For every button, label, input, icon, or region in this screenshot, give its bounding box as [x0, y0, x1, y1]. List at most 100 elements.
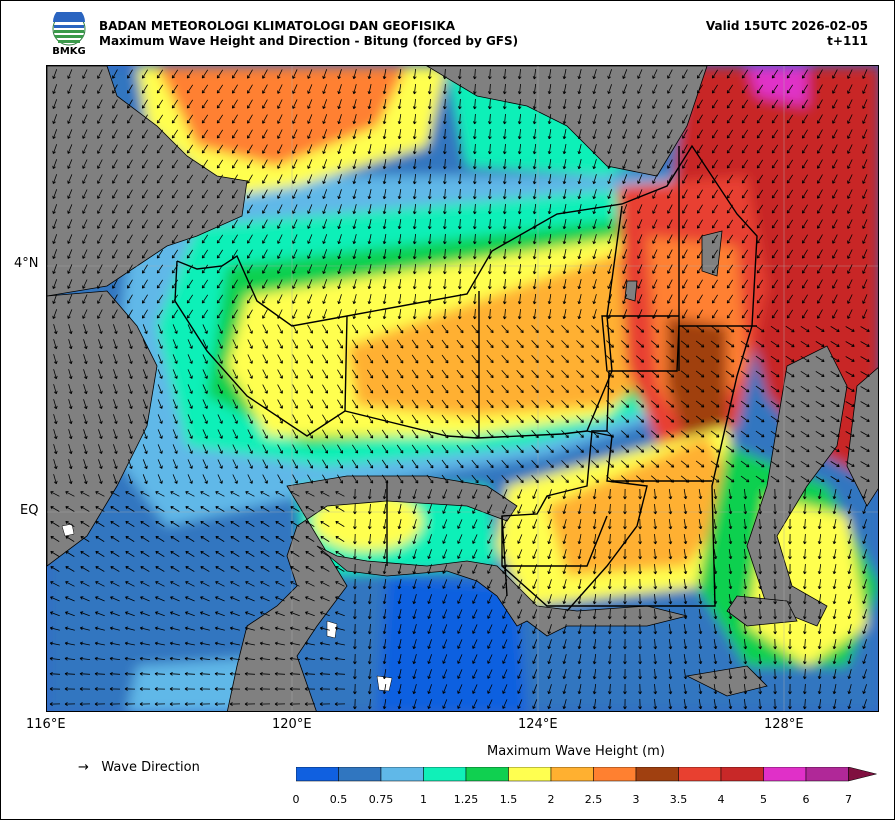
wave-arrow [832, 234, 838, 244]
wave-arrow [591, 475, 599, 483]
wave-arrow [726, 249, 734, 259]
wave-arrow [726, 84, 734, 94]
wave-arrow [442, 98, 447, 110]
wave-arrow [502, 83, 507, 95]
wave-arrow [142, 234, 148, 244]
wave-arrow [623, 548, 627, 560]
wave-arrow [502, 143, 507, 155]
wave-arrow [292, 474, 298, 484]
wave-arrow [97, 69, 103, 79]
wave-arrow [247, 264, 253, 274]
wave-arrow [367, 503, 372, 515]
wave-arrow [49, 702, 61, 706]
wave-arrow [830, 371, 840, 377]
wave-arrow [396, 339, 404, 349]
wave-arrow [112, 129, 118, 139]
wave-arrow [172, 399, 178, 409]
wave-arrow [412, 639, 417, 650]
wave-arrow [442, 564, 448, 574]
wave-arrow [169, 687, 181, 691]
wave-arrow [713, 669, 718, 680]
wave-arrow [817, 279, 823, 289]
wave-arrow [621, 460, 630, 468]
wave-arrow [802, 623, 807, 635]
wave-arrow [79, 687, 91, 691]
wave-arrow [307, 204, 313, 214]
wave-arrow [82, 294, 88, 304]
wave-arrow [532, 489, 538, 500]
wave-arrow [154, 626, 165, 631]
wave-arrow [817, 579, 822, 590]
wave-arrow [562, 69, 567, 80]
wave-arrow [351, 414, 359, 424]
wave-arrow [577, 249, 582, 260]
wave-arrow [532, 113, 537, 125]
wave-arrow [124, 687, 136, 691]
wave-arrow [397, 309, 402, 320]
wave-arrow [113, 399, 118, 410]
wave-arrow [307, 264, 313, 274]
wave-arrow [668, 488, 673, 500]
wave-arrow [305, 551, 315, 557]
wave-arrow [82, 129, 88, 139]
wave-arrow [142, 294, 148, 304]
wave-arrow [67, 309, 73, 319]
wave-arrow [472, 128, 477, 140]
wave-arrow [307, 99, 313, 109]
wave-arrow [607, 488, 612, 500]
wave-arrow [547, 69, 552, 80]
wave-arrow [397, 294, 402, 305]
wave-arrow [412, 579, 417, 590]
wave-arrow [426, 444, 434, 454]
wave-arrow [82, 249, 88, 259]
colorbar-segment [550, 766, 594, 782]
wave-arrow [397, 249, 402, 260]
wave-arrow [847, 84, 853, 94]
wave-arrow [771, 264, 779, 274]
wave-arrow [680, 385, 690, 393]
wave-arrow [79, 656, 91, 661]
wave-arrow [157, 399, 163, 409]
wave-arrow [171, 99, 179, 109]
wave-arrow [49, 611, 60, 617]
wave-arrow [262, 339, 268, 349]
wave-arrow [457, 534, 463, 544]
wave-arrow [367, 69, 372, 80]
wave-arrow [622, 264, 628, 275]
wave-arrow [668, 638, 673, 650]
wave-arrow [532, 248, 537, 260]
wave-arrow [547, 654, 552, 665]
wave-arrow [412, 489, 417, 500]
wave-arrow [471, 474, 479, 484]
wave-arrow [698, 639, 703, 650]
wave-arrow [427, 173, 432, 185]
wave-arrow [98, 354, 103, 365]
wave-arrow [577, 69, 582, 80]
wave-arrow [382, 564, 387, 575]
wave-arrow [171, 234, 179, 244]
wave-arrow [396, 399, 404, 409]
wave-arrow [758, 548, 763, 560]
wave-arrow [49, 641, 60, 646]
wave-arrow [680, 415, 690, 423]
wave-arrow [725, 355, 735, 363]
wave-arrow [367, 653, 372, 665]
wave-arrow [186, 69, 194, 79]
wave-arrow [517, 68, 522, 80]
wave-arrow [832, 294, 838, 304]
wave-arrow [127, 249, 133, 259]
wave-arrow [247, 294, 253, 304]
wave-arrow [832, 504, 837, 515]
wave-arrow [638, 593, 642, 605]
wave-arrow [860, 431, 870, 437]
wave-arrow [275, 551, 285, 557]
wave-arrow [187, 459, 193, 469]
wave-arrow [277, 69, 283, 79]
wave-arrow [277, 264, 283, 274]
wave-arrow [154, 611, 165, 617]
wave-arrow [442, 158, 447, 170]
wave-arrow [472, 68, 477, 80]
wave-arrow [847, 579, 852, 590]
wave-arrow [517, 594, 523, 604]
wave-arrow [546, 370, 554, 378]
